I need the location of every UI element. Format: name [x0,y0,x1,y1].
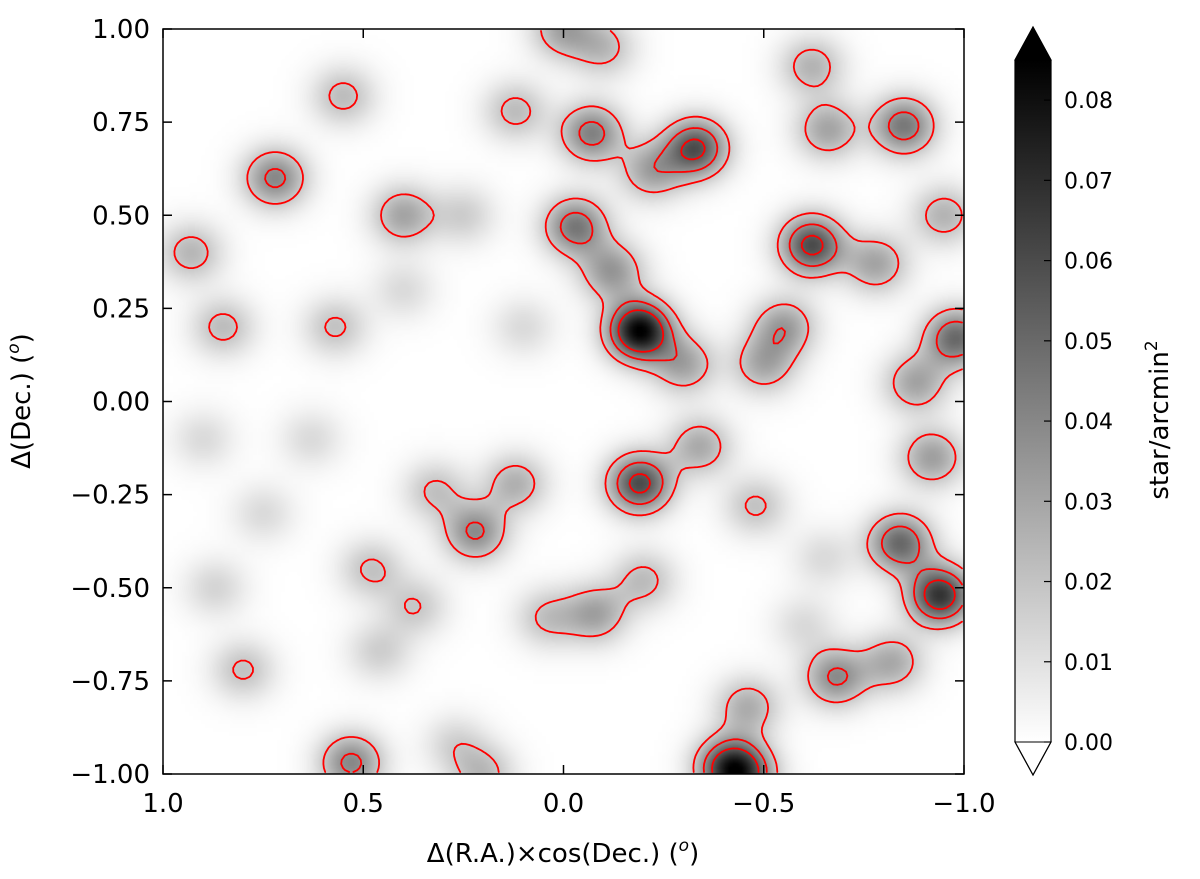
colorbar: 0.00 0.01 0.02 0.03 0.04 0.05 0.06 0.07 0.08 sta… [1014,25,1175,777]
contour-level [173,30,963,773]
contour-level [264,111,963,773]
y-axis-title: Δ(Dec.) (o) [4,333,37,469]
x-axis-title: Δ(R.A.)×cos(Dec.) (o) [427,836,699,869]
colorbar-tick-label: 0.02 [1064,571,1113,596]
y-tick-label: −0.75 [70,667,150,697]
contour-lines [173,30,963,773]
colorbar-title: star/arcmin2 [1142,340,1175,499]
colorbar-tick-label: 0.06 [1064,250,1113,275]
colorbar-tick-label: 0.01 [1064,651,1113,676]
colorbar-extend-max [1014,25,1052,61]
colorbar-tick-label: 0.05 [1064,330,1113,355]
colorbar-extend-min [1014,741,1052,777]
colorbar-tick-label: 0.03 [1064,490,1113,515]
colorbar-tick-label: 0.08 [1064,89,1113,114]
y-tick-label: 1.00 [92,15,150,45]
y-tick-label: 0.75 [92,108,150,138]
colorbar-body [1015,60,1051,742]
contour-level [617,138,956,773]
x-tick-label: 1.0 [142,789,183,819]
x-tick-label: −1.0 [932,789,995,819]
colorbar-tick-label: 0.07 [1064,169,1113,194]
y-tick-label: 0.00 [92,388,150,418]
plot-area [162,28,965,775]
x-tick-label: 0.5 [343,789,384,819]
x-tick-label: 0.0 [543,789,584,819]
y-axis: 1.00 0.75 0.50 0.25 0.00 −0.25 −0.50 −0.75 −1.00 [70,15,964,790]
x-tick-label: −0.5 [732,789,795,819]
y-tick-label: −0.25 [70,481,150,511]
y-tick-label: 0.25 [92,294,150,324]
colorbar-tick-label: 0.00 [1064,731,1113,756]
y-tick-label: −0.50 [70,574,150,604]
colorbar-ticks: 0.00 0.01 0.02 0.03 0.04 0.05 0.06 0.07 0.08 [1044,89,1113,756]
y-tick-label: 0.50 [92,201,150,231]
x-axis: 1.0 0.5 0.0 −0.5 −1.0 [142,29,996,819]
colorbar-tick-label: 0.04 [1064,410,1113,435]
y-tick-label: −1.00 [70,760,150,790]
